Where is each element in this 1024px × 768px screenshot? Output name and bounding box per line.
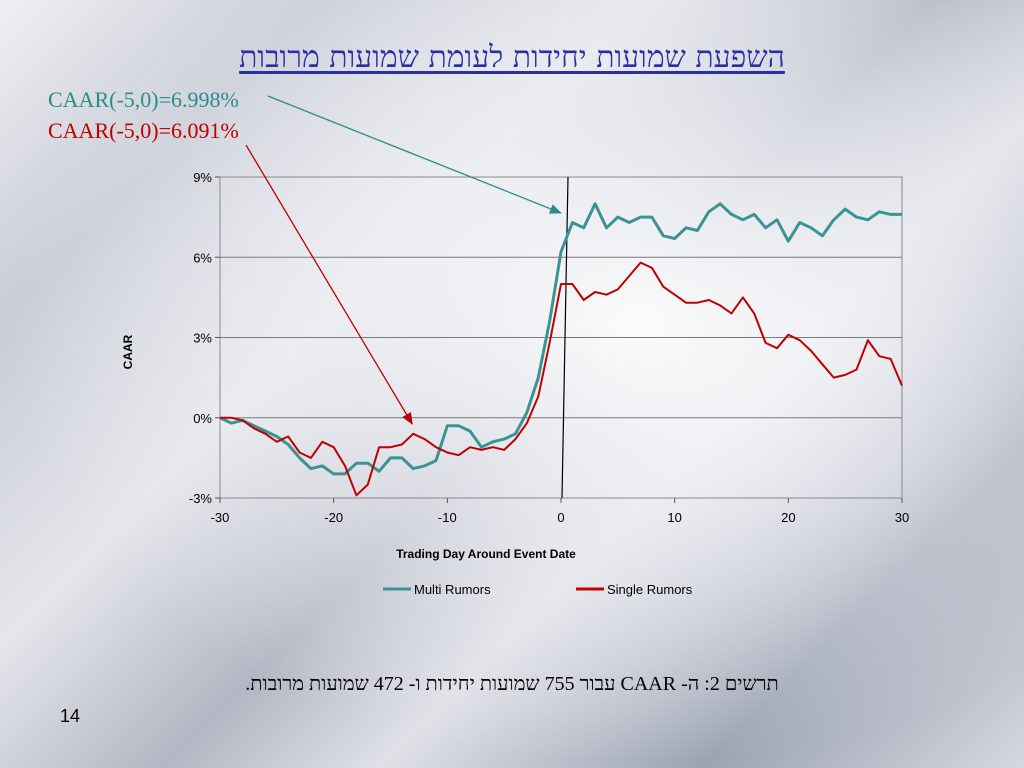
legend-label: Multi Rumors <box>414 582 491 597</box>
x-tick-label: -30 <box>211 510 230 525</box>
page-number: 14 <box>60 706 81 726</box>
y-tick-label: 9% <box>193 170 212 185</box>
figure-caption: תרשים 2: ה- CAAR עבור 755 שמועות יחידות … <box>245 673 779 695</box>
annotation-arrow-multi <box>267 95 562 214</box>
x-axis-title: Trading Day Around Event Date <box>396 547 576 561</box>
x-tick-label: -20 <box>324 510 343 525</box>
x-tick-label: 10 <box>667 510 681 525</box>
x-tick-label: 30 <box>895 510 909 525</box>
caar-single-annotation: CAAR(-5,0)=6.091% <box>48 118 239 143</box>
x-tick-label: -10 <box>438 510 457 525</box>
y-tick-label: 3% <box>193 331 212 346</box>
legend-label: Single Rumors <box>607 582 693 597</box>
annotation-arrow-single <box>245 144 413 425</box>
slide-title: השפעת שמועות יחידות לעומת שמועות מרובות <box>239 40 785 75</box>
y-axis-title: CAAR <box>121 334 135 369</box>
y-tick-label: 6% <box>193 250 212 265</box>
y-tick-label: -3% <box>189 491 213 506</box>
series-line-multi-rumors <box>219 202 902 476</box>
caar-multi-annotation: CAAR(-5,0)=6.998% <box>48 87 239 112</box>
x-tick-label: 20 <box>781 510 795 525</box>
y-tick-label: 0% <box>193 411 212 426</box>
x-tick-label: 0 <box>557 510 564 525</box>
series-line-single-rumors <box>220 261 903 497</box>
event-date-line <box>561 176 569 499</box>
